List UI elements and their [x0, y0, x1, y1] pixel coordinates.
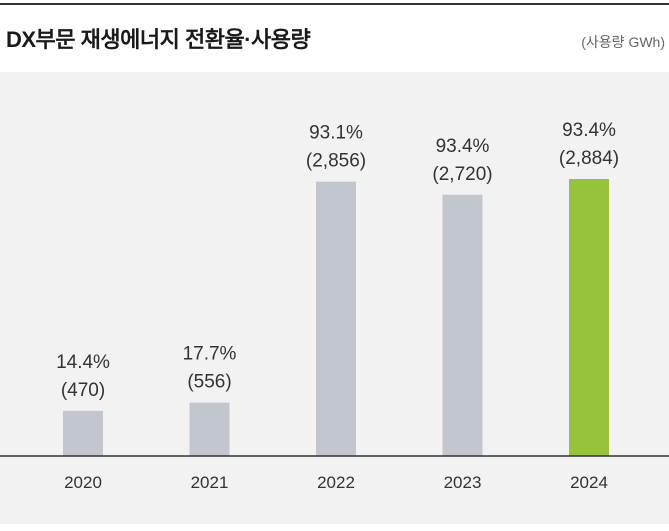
rate-label-2023: 93.4%	[436, 136, 490, 157]
usage-label-2020: (470)	[61, 380, 105, 401]
top-rule	[0, 3, 669, 5]
bar-2024	[569, 179, 609, 456]
x-tick-2024: 2024	[570, 473, 608, 492]
rate-label-2020: 14.4%	[56, 352, 110, 373]
x-tick-2020: 2020	[64, 473, 102, 492]
bar-2022	[316, 181, 356, 456]
usage-label-2024: (2,884)	[559, 148, 619, 169]
bars-group: 14.4% (470) 17.7% (556) 93.1% (2,856) 93.4% (2,…	[56, 120, 619, 456]
x-tick-2023: 2023	[444, 473, 482, 492]
usage-label-2023: (2,720)	[432, 164, 492, 185]
rate-label-2021: 17.7%	[183, 344, 237, 365]
usage-label-2022: (2,856)	[306, 151, 366, 172]
usage-label-2021: (556)	[187, 372, 231, 393]
bar-2020	[63, 410, 103, 456]
tick-labels-group: 2020 2021 2022 2023 2024	[64, 473, 608, 492]
x-tick-2021: 2021	[191, 473, 229, 492]
x-tick-2022: 2022	[317, 473, 355, 492]
chart-title: DX부문 재생에너지 전환율·사용량	[6, 27, 311, 52]
bar-2021	[189, 402, 230, 456]
unit-label: (사용량 GWh)	[581, 34, 665, 50]
rate-label-2022: 93.1%	[309, 123, 363, 144]
bar-2023	[442, 194, 483, 456]
rate-label-2024: 93.4%	[562, 120, 616, 141]
